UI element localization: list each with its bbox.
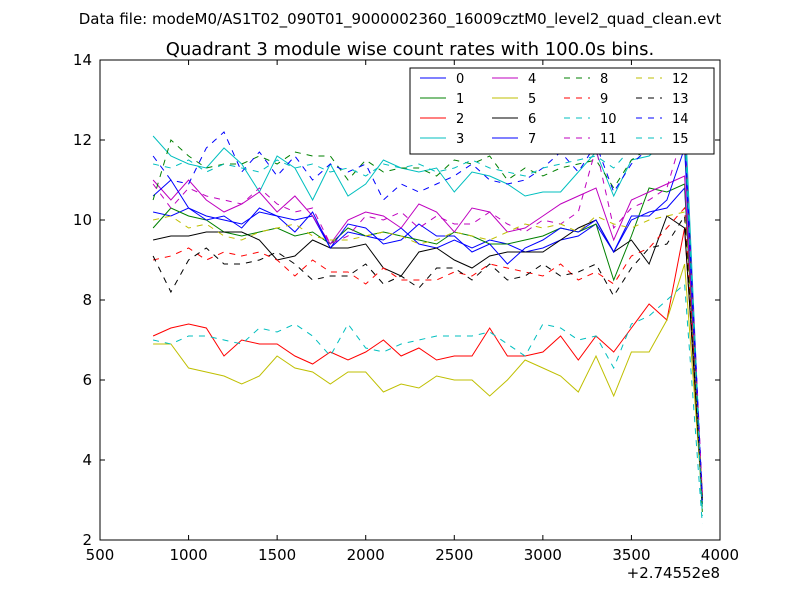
legend-label-12: 12 bbox=[672, 72, 689, 87]
y-tick-label: 4 bbox=[82, 451, 92, 469]
y-tick-label: 8 bbox=[82, 291, 92, 309]
x-tick-label: 2000 bbox=[347, 546, 385, 564]
legend-label-11: 11 bbox=[600, 132, 617, 147]
legend-label-13: 13 bbox=[672, 92, 689, 107]
y-tick-label: 14 bbox=[73, 51, 92, 69]
series-line-12 bbox=[152, 211, 703, 497]
legend-label-8: 8 bbox=[600, 72, 608, 87]
legend-label-7: 7 bbox=[528, 132, 536, 147]
series-line-13 bbox=[152, 214, 703, 501]
x-tick-label: 3500 bbox=[612, 546, 650, 564]
series-line-11 bbox=[152, 127, 703, 493]
chart-title: Quadrant 3 module wise count rates with … bbox=[166, 39, 655, 60]
x-tick-label: 3000 bbox=[524, 546, 562, 564]
series-line-15 bbox=[152, 123, 703, 517]
x-tick-label: 2500 bbox=[435, 546, 473, 564]
x-tick-label: 4000 bbox=[701, 546, 739, 564]
legend-label-4: 4 bbox=[528, 72, 536, 87]
y-tick-label: 6 bbox=[82, 371, 92, 389]
legend-label-6: 6 bbox=[528, 112, 536, 127]
legend-label-1: 1 bbox=[456, 92, 464, 107]
plot-lines bbox=[152, 103, 703, 525]
legend-label-15: 15 bbox=[672, 132, 689, 147]
series-line-9 bbox=[152, 206, 703, 493]
legend-label-9: 9 bbox=[600, 92, 608, 107]
series-line-8 bbox=[152, 131, 703, 509]
axes: 500 1000 1500 2000 2500 3000 3500 4000246810121… bbox=[73, 51, 739, 564]
legend-label-3: 3 bbox=[456, 132, 464, 147]
series-line-5 bbox=[153, 263, 703, 501]
x-tick-label: 500 bbox=[86, 546, 115, 564]
legend-label-10: 10 bbox=[600, 112, 617, 127]
legend-label-14: 14 bbox=[672, 112, 689, 127]
figure-suptitle: Data file: modeM0/AS1T02_090T01_90000023… bbox=[79, 10, 722, 29]
legend-label-2: 2 bbox=[456, 112, 464, 127]
y-tick-label: 10 bbox=[73, 211, 92, 229]
legend-box bbox=[409, 67, 715, 155]
y-tick-label: 2 bbox=[82, 531, 92, 549]
x-axis-offset-label: +2.74552e8 bbox=[627, 564, 720, 582]
x-tick-label: 1000 bbox=[169, 546, 207, 564]
series-line-4 bbox=[152, 175, 703, 497]
series-line-7 bbox=[152, 147, 703, 505]
legend-label-0: 0 bbox=[456, 72, 464, 87]
y-tick-label: 12 bbox=[73, 131, 92, 149]
legend-label-5: 5 bbox=[528, 92, 536, 107]
x-tick-label: 1500 bbox=[258, 546, 296, 564]
